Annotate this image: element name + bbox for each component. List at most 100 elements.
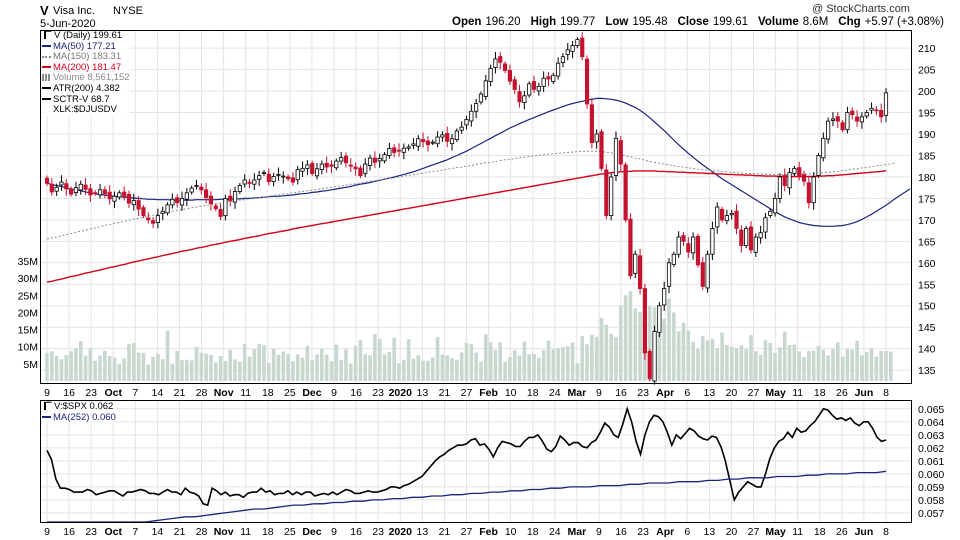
x-tick-label: 20 (726, 387, 738, 399)
volume-bar (107, 355, 112, 381)
volume-bar (320, 348, 324, 381)
candle-body (252, 179, 257, 185)
candle-body (189, 187, 194, 193)
volume-bar (189, 360, 194, 381)
legend-item: ▔ V:$SPX 0.062 (42, 401, 116, 413)
volume-bar (570, 342, 575, 381)
chart-date: 5-Jun-2020 (40, 18, 96, 30)
volume-bar (324, 354, 329, 381)
stat-label-close: Close (677, 16, 709, 28)
volume-bar (546, 340, 551, 381)
x-tick-label: 9 (596, 526, 602, 538)
volume-bar (773, 352, 777, 381)
volume-bar (194, 347, 199, 381)
legend-item: MA(150) 183.31 (42, 51, 130, 63)
volume-bar (638, 311, 642, 381)
ratio-tick-label: 0.060 (918, 469, 944, 481)
volume-bar (281, 351, 286, 381)
x-tick-label: 27 (461, 526, 473, 538)
x-tick-label: 20 (726, 526, 738, 538)
candle-body (662, 288, 667, 306)
x-tick-label: 16 (615, 526, 627, 538)
legend-item: Volume 8,561,152 (42, 73, 130, 84)
volume-bar (792, 344, 797, 381)
x-tick-label: 21 (174, 526, 186, 538)
candle-body (826, 120, 831, 140)
candle-body (170, 198, 175, 206)
candle-body (536, 85, 541, 92)
volume-bar (869, 348, 874, 381)
stat-value-chg: +5.97 (+3.08%) (864, 16, 944, 28)
candle-body (416, 138, 421, 147)
x-tick-label: 18 (527, 387, 539, 399)
volume-bar (50, 351, 54, 381)
volume-bar (532, 353, 536, 381)
volume-bar (802, 357, 806, 381)
candle-body (469, 110, 474, 122)
candle-body (691, 236, 696, 254)
stockcharts-watermark[interactable]: @ StockCharts.com (812, 3, 910, 15)
candle-body (88, 188, 93, 196)
price-tick-label: 180 (918, 172, 936, 184)
line-icon (42, 416, 51, 419)
candle-body (710, 228, 715, 255)
candle-body (700, 262, 705, 287)
candle-body (406, 146, 411, 149)
volume-bar (720, 332, 724, 381)
x-tick-label: Mar (568, 526, 587, 538)
candle-body (845, 112, 850, 131)
x-tick-label: 21 (439, 526, 451, 538)
volume-bar (464, 342, 469, 381)
candle-body (671, 253, 676, 265)
x-tick-label: 16 (350, 526, 362, 538)
volume-tick-label: 5M (23, 359, 38, 371)
candle-body (83, 184, 88, 190)
legend-item: SCTR-V 68.7 (42, 94, 130, 106)
volume-bar (416, 355, 421, 381)
stat-value-low: 195.48 (632, 16, 668, 28)
price-tick-label: 200 (918, 86, 936, 98)
x-tick-label: 14 (152, 387, 164, 399)
x-tick-label: Apr (656, 387, 674, 399)
candle-body (449, 138, 455, 145)
volume-bar (117, 363, 122, 381)
candle-body (339, 157, 344, 162)
x-tick-label: 18 (527, 526, 539, 538)
volume-bar (339, 360, 343, 381)
volume-bar (768, 342, 773, 381)
x-tick-label: 24 (549, 387, 561, 399)
volume-bar (295, 354, 300, 381)
price-tick-label: 175 (918, 193, 936, 205)
candle-body (517, 91, 522, 103)
volume-bar (835, 342, 840, 381)
volume-bar (165, 330, 170, 381)
volume-bar (889, 351, 893, 381)
x-tick-label: 28 (196, 387, 208, 399)
volume-bar (681, 322, 686, 381)
volume-bar (628, 291, 633, 381)
volume-bar (483, 334, 488, 381)
volume-bar (373, 334, 377, 381)
volume-bar (537, 357, 541, 381)
price-tick-label: 155 (918, 279, 936, 291)
x-tick-label: 6 (684, 387, 690, 399)
candle-body (883, 92, 889, 116)
ratio-tick-label: 0.063 (918, 430, 944, 442)
volume-bar (503, 361, 507, 381)
x-tick-label: 7 (132, 387, 138, 399)
candle-body (811, 176, 816, 204)
volume-bar (83, 355, 88, 381)
candle-body (44, 177, 50, 184)
x-tick-label: 28 (196, 526, 208, 538)
candle-body (464, 119, 469, 126)
volume-bar (696, 349, 700, 381)
candle-body (806, 182, 811, 204)
volume-bar (382, 354, 387, 381)
candle-body (724, 215, 729, 222)
volume-bar (233, 359, 237, 381)
x-tick-label: Apr (656, 526, 674, 538)
candle-body (739, 229, 744, 247)
x-tick-label: Nov (214, 526, 234, 538)
candle-body (483, 80, 488, 97)
